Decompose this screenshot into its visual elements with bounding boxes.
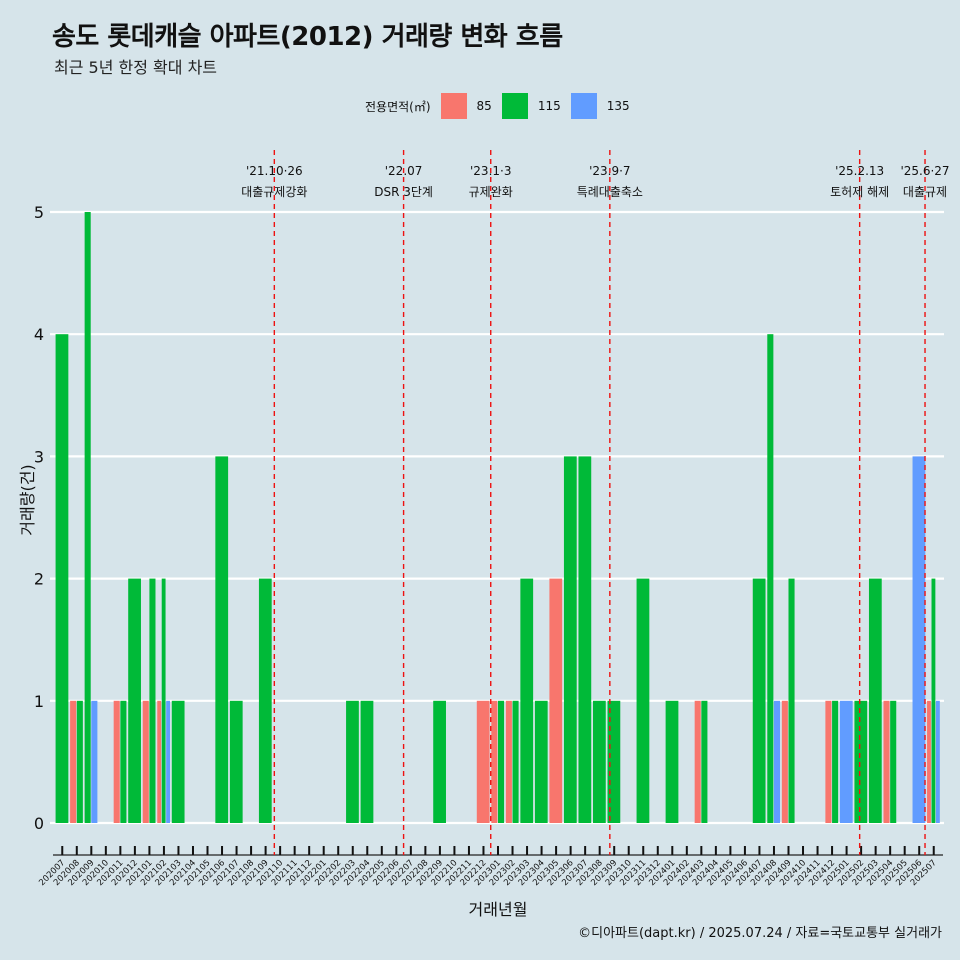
bar-202305-85 bbox=[549, 578, 563, 823]
bar-202107-115 bbox=[229, 700, 243, 823]
bar-202008-115 bbox=[76, 700, 83, 823]
annotation-label-4: 토허제 해제 bbox=[830, 185, 889, 199]
annotation-date-3: '23.9·7 bbox=[589, 164, 630, 178]
bar-202507-85 bbox=[927, 700, 931, 823]
bar-202308-115 bbox=[592, 700, 606, 823]
bar-202101-115 bbox=[149, 578, 156, 823]
bar-202102-135 bbox=[166, 700, 171, 823]
bar-202504-115 bbox=[890, 700, 897, 823]
bar-202301-85 bbox=[491, 700, 498, 823]
bar-202204-115 bbox=[360, 700, 374, 823]
bar-202403-85 bbox=[694, 700, 701, 823]
bar-202403-115 bbox=[701, 700, 708, 823]
y-tick-label-0: 0 bbox=[34, 814, 44, 833]
bar-202012-115 bbox=[128, 578, 141, 823]
bar-202408-135 bbox=[773, 700, 781, 823]
chart-title: 송도 롯데캐슬 아파트(2012) 거래량 변화 흐름 bbox=[52, 22, 563, 52]
bar-202408-115 bbox=[767, 334, 774, 823]
bar-202409-115 bbox=[788, 578, 795, 823]
annotation-date-2: '23.1·3 bbox=[470, 164, 511, 178]
y-tick-label-2: 2 bbox=[34, 570, 44, 589]
bar-202507-135 bbox=[935, 700, 940, 823]
bar-202203-115 bbox=[346, 700, 359, 823]
bar-202407-115 bbox=[752, 578, 766, 823]
annotation-label-5: 대출규제 bbox=[903, 185, 947, 199]
y-tick-label-3: 3 bbox=[34, 447, 44, 466]
y-tick-label-5: 5 bbox=[34, 203, 44, 222]
bar-202307-115 bbox=[578, 456, 592, 823]
bar-202303-115 bbox=[520, 578, 534, 823]
bar-202301-115 bbox=[498, 700, 505, 823]
legend-swatch-135 bbox=[570, 93, 597, 119]
legend: 전용면적(㎡) 85 115 135 bbox=[365, 93, 640, 119]
legend-item-85: 85 bbox=[440, 93, 492, 119]
legend-item-135: 135 bbox=[570, 93, 630, 119]
bar-202302-115 bbox=[512, 700, 519, 823]
bar-202302-85 bbox=[505, 700, 512, 823]
bar-202102-115 bbox=[161, 578, 166, 823]
bar-202409-85 bbox=[781, 700, 788, 823]
bar-202009-135 bbox=[91, 700, 98, 823]
bar-202209-115 bbox=[433, 700, 446, 823]
bar-202103-115 bbox=[171, 700, 185, 823]
annotation-label-1: DSR 3단계 bbox=[374, 185, 433, 199]
x-axis-title: 거래년월 bbox=[469, 900, 528, 919]
bar-202304-115 bbox=[534, 700, 548, 823]
annotation-label-3: 특례대출축소 bbox=[577, 185, 643, 199]
legend-item-115: 115 bbox=[501, 93, 561, 119]
bar-202412-85 bbox=[825, 700, 832, 823]
bar-202506-135 bbox=[912, 456, 926, 823]
bar-202011-115 bbox=[120, 700, 127, 823]
y-axis-title: 거래량(건) bbox=[18, 464, 37, 535]
bar-202504-85 bbox=[883, 700, 890, 823]
bar-202507-115 bbox=[931, 578, 936, 823]
source-caption: ©디아파트(dapt.kr) / 2025.07.24 / 자료=국토교통부 실… bbox=[578, 926, 942, 941]
chart-subtitle: 최근 5년 한정 확대 차트 bbox=[54, 58, 218, 77]
y-tick-label-4: 4 bbox=[34, 325, 44, 344]
legend-label-135: 135 bbox=[606, 99, 630, 113]
bar-202309-115 bbox=[607, 700, 621, 823]
annotation-date-1: '22.07 bbox=[385, 164, 423, 178]
bar-202101-85 bbox=[142, 700, 149, 823]
annotation-label-0: 대출규제강화 bbox=[241, 185, 307, 199]
bar-202109-115 bbox=[258, 578, 272, 823]
bar-202011-85 bbox=[113, 700, 120, 823]
bar-202009-115 bbox=[84, 212, 91, 823]
bar-202502-115 bbox=[854, 700, 868, 823]
bar-202212-85 bbox=[476, 700, 490, 823]
bar-202106-115 bbox=[215, 456, 229, 823]
annotation-label-2: 규제완화 bbox=[469, 185, 513, 199]
bar-202501-135 bbox=[839, 700, 853, 823]
bar-202007-115 bbox=[55, 334, 69, 823]
annotation-date-4: '25.2.13 bbox=[835, 164, 884, 178]
bar-202306-115 bbox=[563, 456, 577, 823]
bar-202008-85 bbox=[70, 700, 77, 823]
annotation-date-0: '21.10·26 bbox=[246, 164, 303, 178]
bar-202401-115 bbox=[665, 700, 679, 823]
bar-202503-115 bbox=[868, 578, 882, 823]
legend-label-85: 85 bbox=[476, 99, 492, 113]
legend-swatch-115 bbox=[501, 93, 528, 119]
bar-202412-115 bbox=[832, 700, 839, 823]
bar-202102-85 bbox=[157, 700, 162, 823]
legend-swatch-85 bbox=[440, 93, 467, 119]
legend-label-115: 115 bbox=[537, 99, 561, 113]
bar-202311-115 bbox=[636, 578, 650, 823]
annotation-date-5: '25.6·27 bbox=[900, 164, 949, 178]
legend-title: 전용면적(㎡) bbox=[365, 99, 431, 114]
y-tick-label-1: 1 bbox=[34, 692, 44, 711]
